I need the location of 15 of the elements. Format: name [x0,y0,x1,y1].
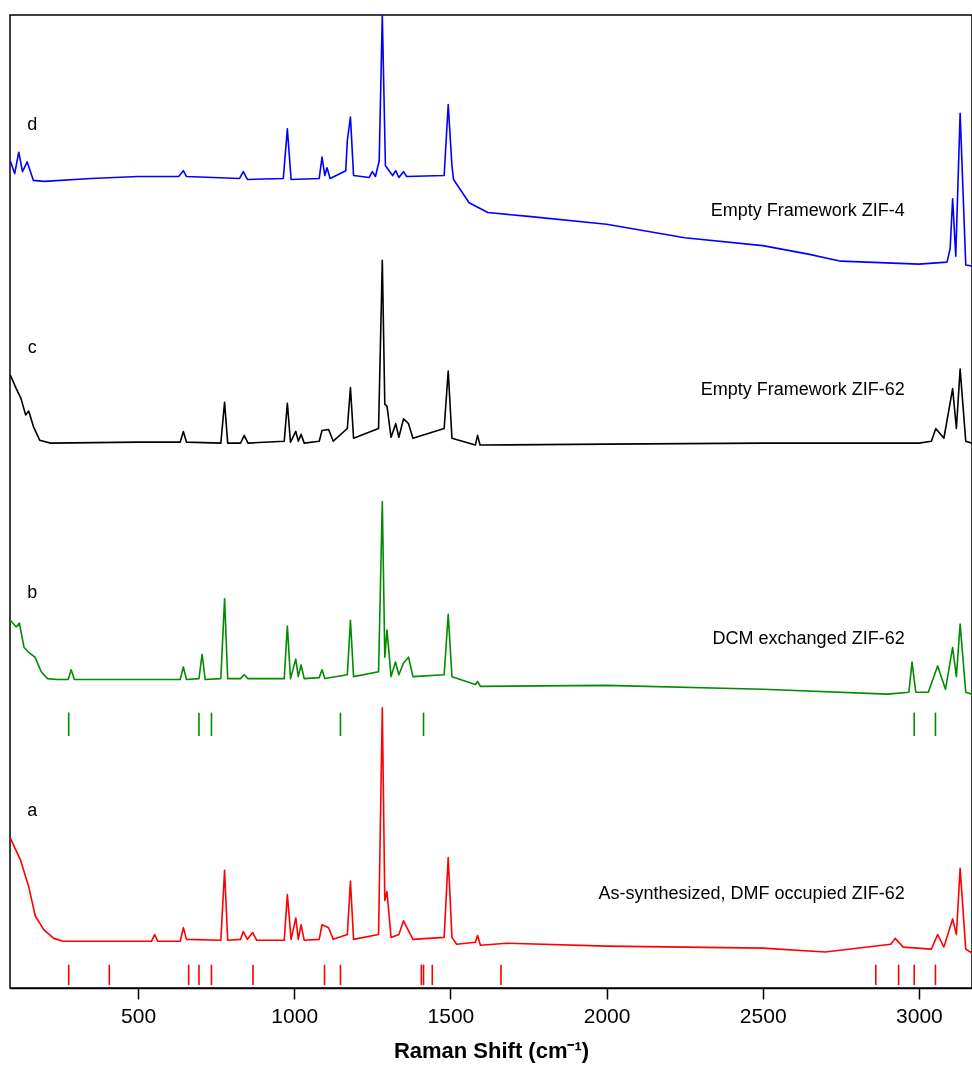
x-tick-label: 1000 [271,1003,319,1027]
x-tick-label: 1500 [427,1003,475,1027]
x-tick-label: 2000 [583,1003,631,1027]
annotation: a [27,799,39,820]
series-label: Empty Framework ZIF-4 [710,200,905,221]
text: Empty Framework ZIF-62 [700,379,905,400]
text: As-synthesized, DMF occupied ZIF-62 [598,883,905,904]
x-tick-label: 500 [121,1003,157,1027]
x-tick-label: 2500 [739,1003,787,1027]
annotation: d [27,113,38,134]
annotation: c [27,336,37,357]
x-tick-label: 3000 [896,1003,943,1027]
annotation: b [27,581,38,602]
x-axis-title: Raman Shift (cm⁻¹) [393,1037,590,1063]
series-label: DCM exchanged ZIF-62 [712,628,905,649]
